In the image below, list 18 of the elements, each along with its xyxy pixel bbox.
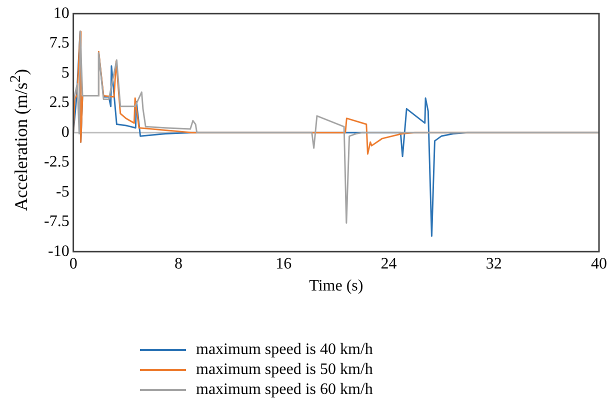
legend-label: maximum speed is 60 km/h [196,380,373,400]
x-axis-title: Time (s) [309,278,364,295]
y-tick-label: 7.5 [49,34,70,52]
y-tick-label: -2.5 [44,154,70,171]
legend-label: maximum speed is 40 km/h [196,340,373,360]
y-tick-label: 5 [61,64,70,82]
y-tick-label: -7.5 [44,213,70,230]
y-tick-label: 0 [61,124,70,141]
x-tick-label: 32 [486,255,502,272]
y-tick-label: -5 [56,183,70,200]
legend-label: maximum speed is 50 km/h [196,360,373,380]
y-tick-label: 2.5 [49,94,70,112]
x-tick-label: 24 [380,255,397,272]
y-tick-label: -10 [48,242,70,260]
y-tick-label: 10 [53,4,70,22]
x-tick-label: 16 [276,255,292,272]
x-tick-label: 8 [174,255,182,272]
x-tick-label: 40 [591,255,607,272]
